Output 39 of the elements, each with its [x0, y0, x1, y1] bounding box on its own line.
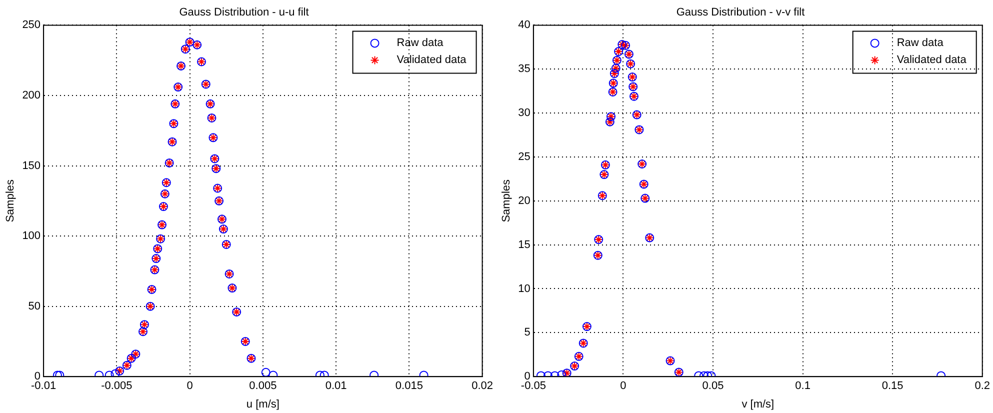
- x-tick-label: 0.02: [472, 380, 494, 392]
- y-tick-label: 200: [22, 90, 41, 102]
- x-tick-label: 0: [620, 380, 626, 392]
- y-tick-label: 35: [518, 63, 530, 76]
- y-tick-label: 15: [518, 238, 530, 251]
- x-axis-title: v [m/s]: [742, 398, 774, 410]
- x-tick-label: 0.01: [325, 380, 347, 392]
- x-tick-label: 0: [186, 380, 193, 392]
- chart-title: Gauss Distribution - u-u filt: [179, 6, 309, 19]
- legend-label: Validated data: [896, 54, 968, 66]
- y-tick-label: 5: [524, 326, 530, 339]
- x-tick-label: -0.05: [520, 380, 546, 392]
- y-tick-label: 30: [518, 107, 530, 120]
- y-tick-label: 25: [518, 151, 530, 164]
- y-tick-label: 50: [28, 300, 41, 312]
- x-axis-title: u [m/s]: [246, 398, 280, 410]
- point: [261, 368, 270, 377]
- y-tick-label: 40: [518, 19, 530, 32]
- x-tick-label: 0.015: [395, 380, 423, 392]
- y-tick-label: 20: [518, 194, 530, 207]
- x-tick-label: 0.005: [249, 380, 277, 392]
- legend-label: Raw data: [896, 37, 944, 50]
- legend-label: Validated data: [396, 54, 468, 66]
- y-tick-label: 150: [22, 160, 41, 172]
- y-axis-title: Samples: [500, 179, 513, 222]
- x-tick-label: 0.2: [974, 380, 990, 392]
- point: [110, 369, 120, 377]
- y-tick-label: 250: [22, 19, 41, 32]
- y-tick-label: 10: [518, 282, 530, 295]
- x-tick-label: -0.01: [31, 380, 56, 392]
- legend-label: Raw data: [396, 37, 444, 50]
- y-tick-label: 100: [22, 230, 41, 242]
- chart-title: Gauss Distribution - v-v filt: [676, 6, 805, 19]
- x-tick-label: -0.005: [101, 380, 132, 392]
- point: [557, 370, 566, 377]
- y-axis-title: Samples: [4, 179, 17, 222]
- x-tick-label: 0.1: [795, 380, 810, 392]
- x-tick-label: 0.05: [702, 380, 724, 392]
- x-tick-label: 0.15: [882, 380, 904, 392]
